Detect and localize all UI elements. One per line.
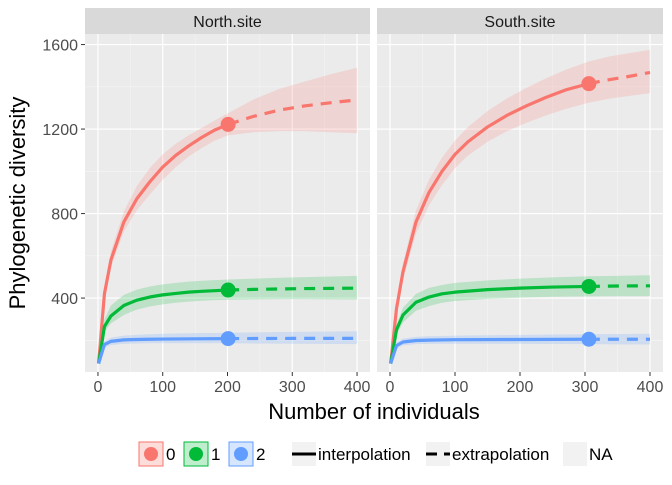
y-tick-label: 400 xyxy=(51,291,78,308)
legend: 0 1 2 interpolation extrapolation NA xyxy=(139,442,613,466)
observed-point-0 xyxy=(221,117,236,132)
legend-label-interpolation: interpolation xyxy=(318,445,411,464)
facet-title: South.site xyxy=(484,14,555,31)
observed-point-1 xyxy=(581,279,596,294)
legend-key-na xyxy=(563,442,587,466)
x-tick-label: 200 xyxy=(214,379,241,396)
x-tick-label: 200 xyxy=(507,379,534,396)
legend-point-2 xyxy=(234,447,248,461)
observed-point-0 xyxy=(581,76,596,91)
y-axis-title: Phylogenetic diversity xyxy=(5,97,30,310)
x-tick-label: 400 xyxy=(637,379,664,396)
facet-title: North.site xyxy=(193,14,262,31)
y-tick-label: 1200 xyxy=(42,122,78,139)
observed-point-1 xyxy=(221,283,236,298)
legend-label-extrapolation: extrapolation xyxy=(452,445,549,464)
x-tick-label: 300 xyxy=(572,379,599,396)
legend-label-1: 1 xyxy=(211,445,220,464)
legend-point-0 xyxy=(144,447,158,461)
x-tick-label: 300 xyxy=(279,379,306,396)
y-tick-label: 1600 xyxy=(42,38,78,55)
legend-label-2: 2 xyxy=(256,445,265,464)
x-axis-title: Number of individuals xyxy=(268,399,480,424)
x-tick-label: 100 xyxy=(442,379,469,396)
legend-label-0: 0 xyxy=(166,445,175,464)
x-tick-label: 0 xyxy=(386,379,395,396)
observed-point-2 xyxy=(581,332,596,347)
y-tick-label: 800 xyxy=(51,207,78,224)
x-tick-label: 400 xyxy=(344,379,371,396)
x-tick-label: 100 xyxy=(149,379,176,396)
panel-north-site: North.site 0 100 200 300 400 xyxy=(85,8,370,396)
x-tick-label: 0 xyxy=(94,379,103,396)
observed-point-2 xyxy=(221,331,236,346)
legend-point-1 xyxy=(189,447,203,461)
legend-label-na: NA xyxy=(589,445,613,464)
panel-south-site: South.site 0 100 200 300 400 xyxy=(377,8,663,396)
